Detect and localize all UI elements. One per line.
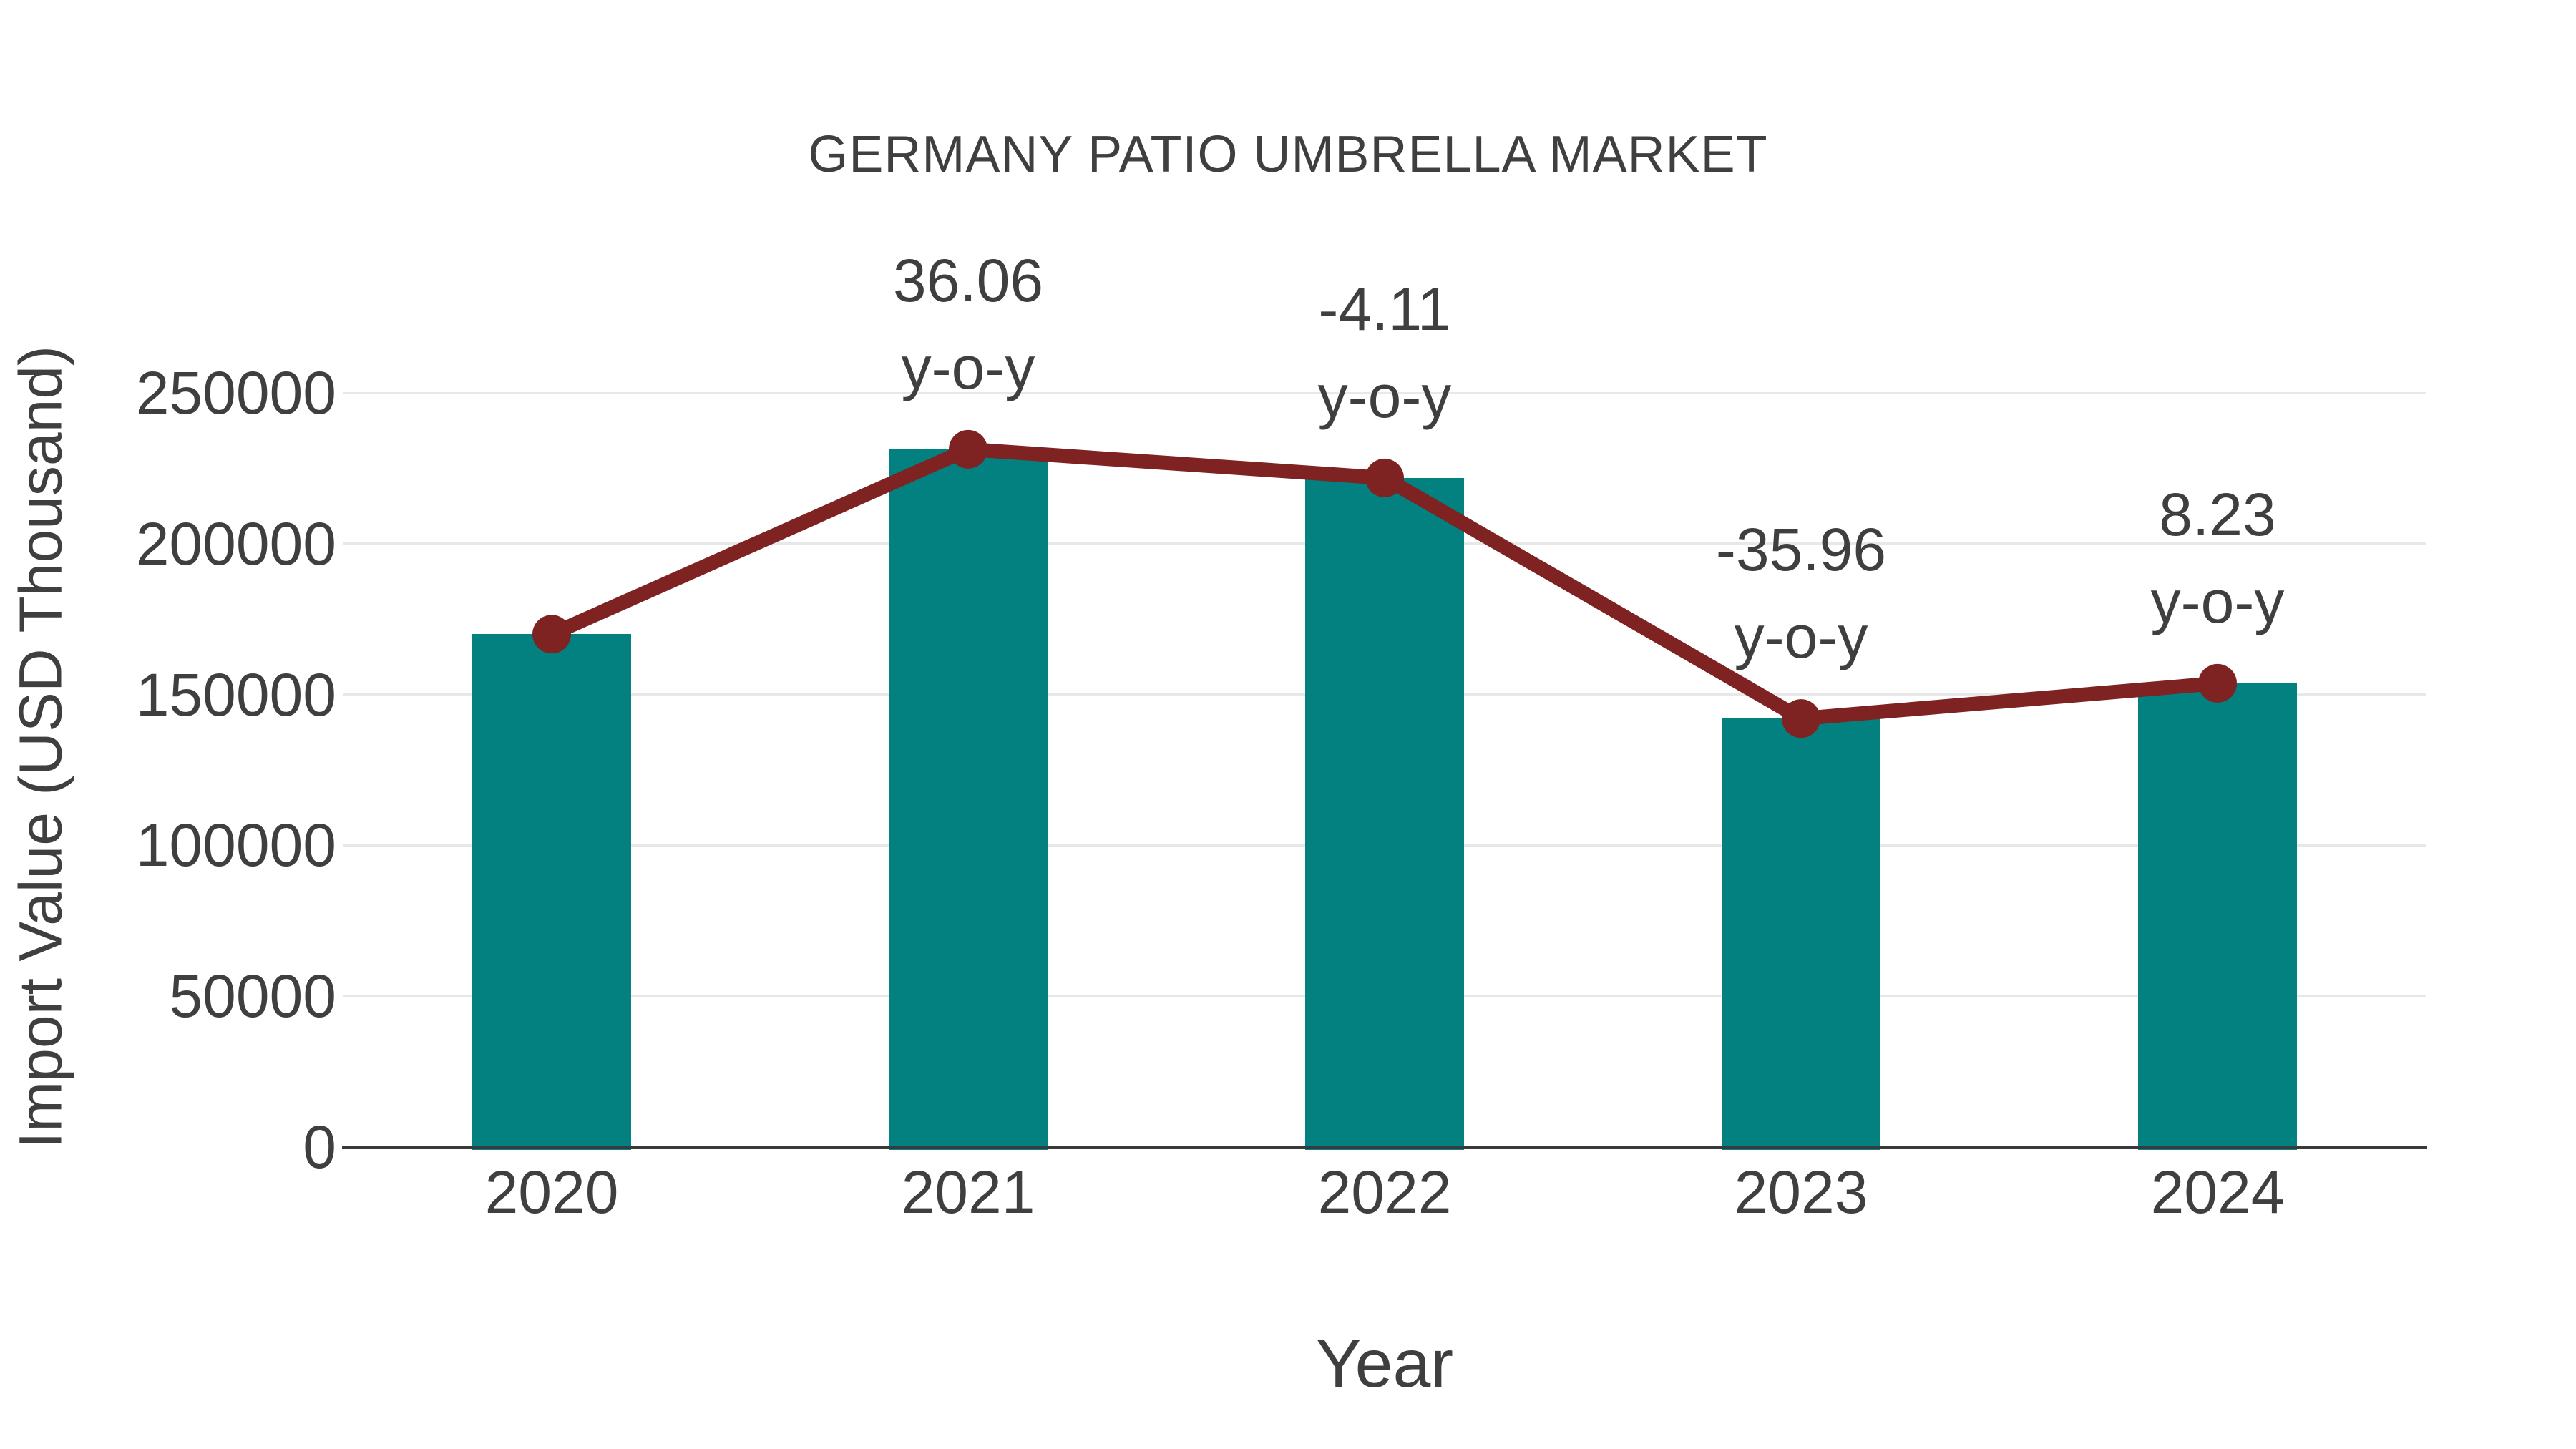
y-tick-label-250000: 250000 <box>135 359 336 426</box>
bar-2021 <box>889 449 1048 1150</box>
y-tick-label-150000: 150000 <box>135 660 336 728</box>
trend-marker-2021 <box>949 429 987 469</box>
y-tick-label-200000: 200000 <box>135 509 336 577</box>
x-tick-label-2023: 2023 <box>1734 1158 1868 1226</box>
yoy-suffix: y-o-y <box>2150 567 2285 635</box>
x-tick-label-2021: 2021 <box>901 1158 1035 1226</box>
yoy-suffix: y-o-y <box>1734 603 1868 671</box>
gridline-250000 <box>343 391 2426 394</box>
x-axis-title: Year <box>1316 1326 1453 1402</box>
x-tick-label-2024: 2024 <box>2150 1158 2285 1226</box>
yoy-value: 8.23 <box>2159 480 2276 548</box>
yoy-value: 36.06 <box>892 246 1044 314</box>
trend-marker-2023 <box>1782 699 1820 738</box>
y-tick-label-50000: 50000 <box>169 962 336 1030</box>
yoy-annotation-2023: -35.96 y-o-y <box>1615 506 1987 680</box>
yoy-suffix: y-o-y <box>1317 362 1452 430</box>
yoy-suffix: y-o-y <box>901 333 1035 401</box>
trend-marker-2020 <box>532 615 571 654</box>
x-axis-line <box>342 1146 2427 1149</box>
x-tick-label-2022: 2022 <box>1317 1158 1452 1226</box>
yoy-annotation-2021: 36.06 y-o-y <box>782 237 1154 411</box>
bar-2023 <box>1722 718 1880 1150</box>
y-tick-label-0: 0 <box>303 1113 336 1181</box>
yoy-value: -4.11 <box>1318 275 1451 343</box>
bar-2022 <box>1305 477 1464 1150</box>
trend-marker-2024 <box>2198 663 2237 703</box>
chart-title: GERMANY PATIO UMBRELLA MARKET <box>808 126 1768 183</box>
trend-marker-2022 <box>1365 458 1404 497</box>
x-tick-label-2020: 2020 <box>484 1158 619 1226</box>
bar-2024 <box>2138 683 2297 1150</box>
yoy-annotation-2024: 8.23 y-o-y <box>2031 471 2404 645</box>
bar-2020 <box>472 634 631 1150</box>
yoy-value: -35.96 <box>1715 516 1887 584</box>
y-tick-label-100000: 100000 <box>135 811 336 879</box>
yoy-annotation-2022: -4.11 y-o-y <box>1199 265 1571 440</box>
